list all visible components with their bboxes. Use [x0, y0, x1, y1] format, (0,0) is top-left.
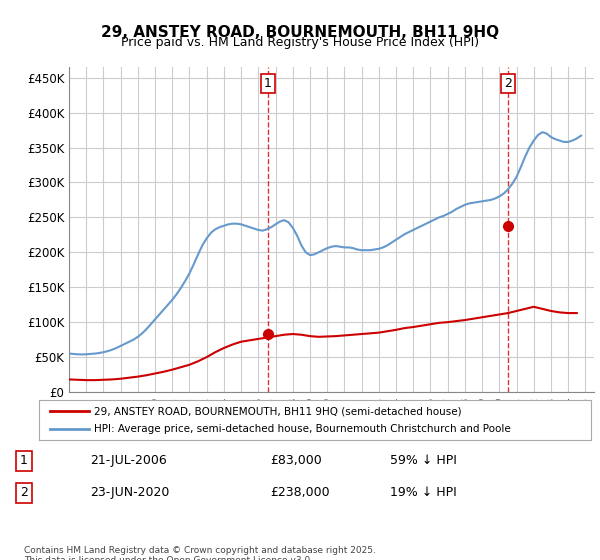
Text: Price paid vs. HM Land Registry's House Price Index (HPI): Price paid vs. HM Land Registry's House …	[121, 36, 479, 49]
Text: 29, ANSTEY ROAD, BOURNEMOUTH, BH11 9HQ (semi-detached house): 29, ANSTEY ROAD, BOURNEMOUTH, BH11 9HQ (…	[94, 407, 462, 417]
Text: HPI: Average price, semi-detached house, Bournemouth Christchurch and Poole: HPI: Average price, semi-detached house,…	[94, 423, 511, 433]
Text: 2: 2	[503, 77, 512, 90]
Text: £238,000: £238,000	[270, 487, 329, 500]
Text: 1: 1	[264, 77, 272, 90]
Text: 1: 1	[20, 454, 28, 468]
Text: 29, ANSTEY ROAD, BOURNEMOUTH, BH11 9HQ: 29, ANSTEY ROAD, BOURNEMOUTH, BH11 9HQ	[101, 25, 499, 40]
Text: 21-JUL-2006: 21-JUL-2006	[90, 454, 167, 468]
Text: 2: 2	[20, 487, 28, 500]
Text: 19% ↓ HPI: 19% ↓ HPI	[390, 487, 457, 500]
Text: 59% ↓ HPI: 59% ↓ HPI	[390, 454, 457, 468]
Text: Contains HM Land Registry data © Crown copyright and database right 2025.
This d: Contains HM Land Registry data © Crown c…	[24, 546, 376, 560]
Text: 23-JUN-2020: 23-JUN-2020	[90, 487, 169, 500]
Text: £83,000: £83,000	[270, 454, 322, 468]
